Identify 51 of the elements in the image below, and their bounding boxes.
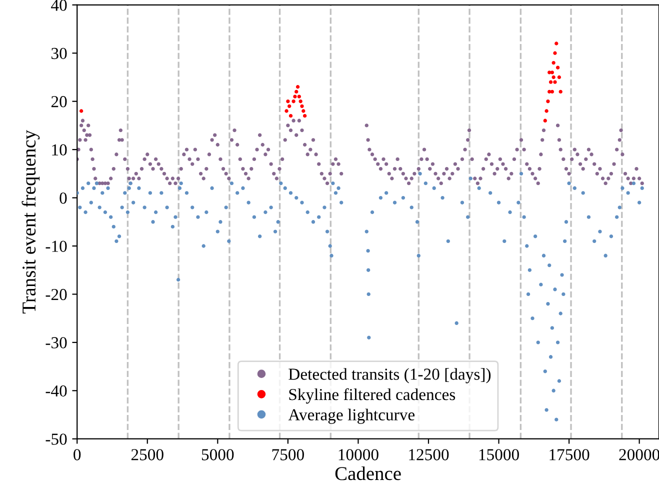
y-tick-label: -50 [46, 434, 67, 445]
point [302, 114, 307, 118]
point [546, 100, 550, 104]
y-tick-label: 40 [51, 0, 67, 11]
point [288, 114, 293, 118]
y-tick-label: -10 [46, 240, 67, 252]
point [550, 70, 554, 74]
point [553, 80, 557, 84]
point [557, 75, 562, 80]
point [548, 80, 553, 84]
y-tick-label: 0 [60, 192, 67, 204]
y-axis-title: Transit event frequency [22, 130, 40, 314]
point [300, 104, 304, 108]
y-tick-label: -40 [46, 385, 67, 397]
point [544, 109, 548, 113]
legend-label: Skyline filtered cadences [289, 388, 456, 404]
point [556, 66, 560, 70]
y-tick-label: -20 [46, 288, 67, 300]
x-tick-label: 7500 [272, 449, 304, 460]
x-tick-label: 10000 [338, 449, 378, 460]
y-tick-label: 30 [52, 48, 67, 60]
point [550, 90, 554, 94]
legend-label: Average lightcurve [288, 408, 415, 424]
point [293, 94, 297, 98]
x-tick-label: 0 [74, 449, 81, 460]
y-tick-label: -30 [46, 337, 67, 348]
point [552, 75, 556, 80]
point [288, 104, 292, 108]
point [286, 100, 290, 104]
point [302, 109, 306, 113]
point [543, 118, 547, 122]
x-axis-title: Cadence [335, 466, 401, 480]
point [553, 51, 557, 55]
x-tick-label: 15000 [479, 449, 519, 460]
legend-label: Detected transits (1-20 [days]) [288, 368, 491, 384]
point [554, 42, 558, 46]
point [297, 94, 302, 98]
point [284, 109, 288, 113]
y-tick-label: 10 [52, 144, 67, 156]
point [558, 90, 562, 94]
point [296, 85, 300, 89]
point [79, 109, 84, 113]
x-tick-label: 12500 [409, 449, 449, 460]
y-tick-label: 20 [51, 96, 67, 108]
point [552, 60, 556, 65]
point [298, 100, 302, 104]
point [292, 100, 296, 104]
x-tick-label: 5000 [202, 449, 234, 460]
x-tick-label: 2500 [131, 449, 164, 460]
x-tick-label: 17500 [550, 449, 590, 460]
point [294, 90, 298, 94]
